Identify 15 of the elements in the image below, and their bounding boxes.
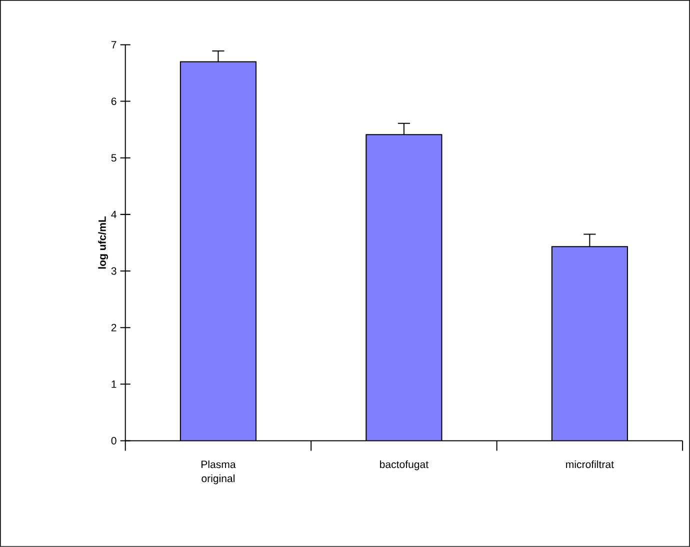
- bar: [180, 62, 256, 441]
- y-tick-label: 6: [111, 98, 116, 106]
- bar: [366, 134, 442, 441]
- y-tick-label: 7: [111, 41, 116, 48]
- y-axis-title: log ufc/mL: [98, 216, 108, 269]
- bar: [551, 246, 628, 441]
- y-tick-label: 1: [112, 380, 116, 388]
- y-tick-label: 5: [111, 154, 116, 162]
- x-tick-label: Plasma original: [202, 460, 236, 484]
- x-tick-label: microfiltrat: [566, 460, 614, 468]
- x-tick-label: bactofugat: [380, 460, 428, 470]
- y-tick-label: 0: [111, 437, 116, 444]
- y-tick-label: 4: [111, 210, 116, 218]
- y-tick-label: 2: [111, 324, 116, 332]
- y-tick-label: 3: [111, 267, 116, 275]
